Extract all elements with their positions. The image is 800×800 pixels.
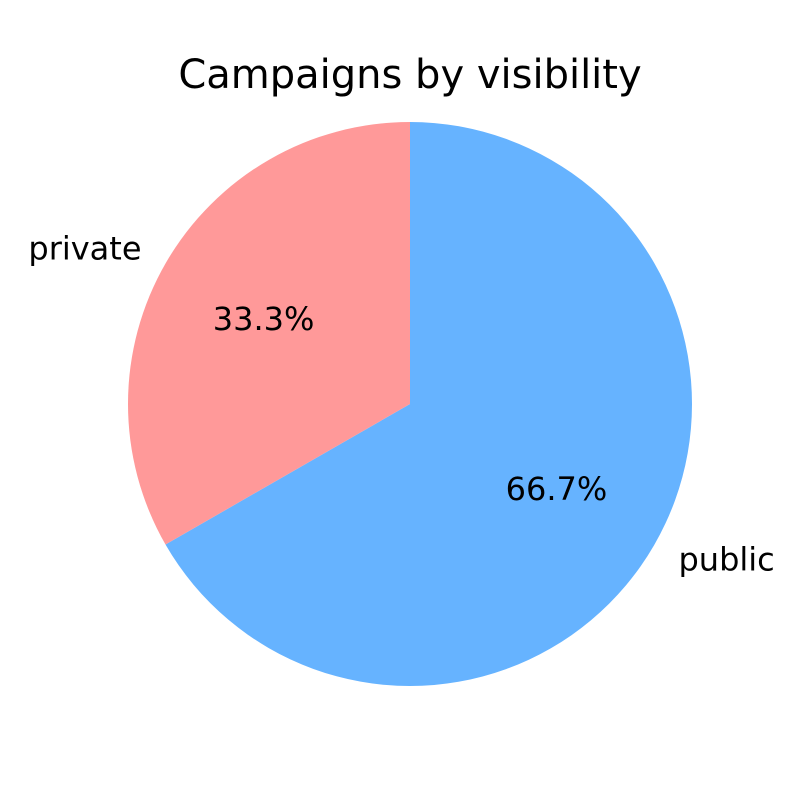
pie-slices [127, 122, 692, 686]
slice-label-public: public [678, 540, 774, 578]
slice-percent-private: 33.3% [213, 300, 315, 338]
slice-percent-public: 66.7% [506, 470, 608, 508]
chart-title: Campaigns by visibility [178, 52, 641, 98]
pie-slice-private [127, 122, 410, 545]
pie-slice-public [165, 122, 692, 686]
slice-label-private: private [28, 230, 141, 268]
pie-labels: public 66.7% private 33.3% [28, 230, 774, 579]
